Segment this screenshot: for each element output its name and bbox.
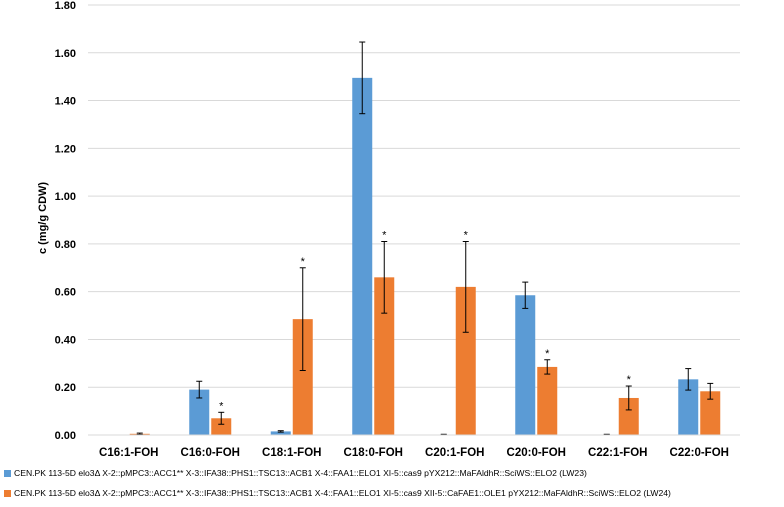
y-tick-label: 0.80 (55, 239, 76, 251)
legend-swatch-lw23 (4, 469, 11, 477)
y-tick-label: 1.60 (55, 48, 76, 60)
x-axis-tick-labels: C16:1-FOH C16:0-FOH C18:1-FOH C18:0-FOH C20:… (99, 447, 729, 459)
x-tick-label: C18:1-FOH (262, 447, 321, 459)
significance-star: * (464, 230, 469, 242)
bar-lw23 (352, 77, 373, 435)
significance-star: * (219, 400, 224, 412)
legend-label-lw23: CEN.PK 113-5D elo3Δ X-2::pMPC3::ACC1** X… (14, 467, 587, 478)
x-tick-label: C20:0-FOH (507, 447, 566, 459)
x-tick-label: C22:0-FOH (670, 447, 729, 459)
legend-label-lw24: CEN.PK 113-5D elo3Δ X-2::pMPC3::ACC1** X… (14, 487, 671, 498)
y-tick-label: 1.00 (55, 191, 76, 203)
bar-lw23 (678, 379, 699, 435)
significance-markers: * * * * * * (219, 230, 632, 413)
significance-star: * (382, 230, 387, 242)
bar-lw23 (515, 295, 536, 435)
x-tick-label: C18:0-FOH (344, 447, 403, 459)
y-tick-label: 0.40 (55, 334, 76, 346)
bar-lw24 (537, 366, 558, 435)
bar-lw24 (374, 277, 395, 435)
bar-lw24 (292, 319, 313, 435)
legend-item-lw23: CEN.PK 113-5D elo3Δ X-2::pMPC3::ACC1** X… (4, 463, 784, 483)
legend-item-lw24: CEN.PK 113-5D elo3Δ X-2::pMPC3::ACC1** X… (4, 483, 784, 503)
y-tick-label: 1.40 (55, 96, 76, 108)
y-axis-label: c (mg/g CDW) (37, 182, 49, 254)
x-tick-label: C22:1-FOH (588, 447, 647, 459)
bar-lw23 (189, 389, 210, 435)
bar-chart: 0.00 0.20 0.40 0.60 0.80 1.00 1.20 1.40 1.60 1.80… (37, 0, 740, 459)
x-tick-label: C16:0-FOH (181, 447, 240, 459)
y-tick-label: 0.00 (55, 430, 76, 442)
bar-lw24 (455, 286, 476, 435)
y-axis-tick-labels: 0.00 0.20 0.40 0.60 0.80 1.00 1.20 1.40 1.60 1.80 (55, 0, 76, 442)
bars (129, 77, 721, 435)
significance-star: * (545, 348, 550, 360)
y-tick-label: 1.80 (55, 0, 76, 12)
gridlines (88, 4, 740, 388)
bar-lw23 (270, 431, 291, 435)
y-tick-label: 0.60 (55, 287, 76, 299)
bar-lw24 (211, 418, 232, 435)
y-tick-label: 0.20 (55, 382, 76, 394)
x-tick-label: C16:1-FOH (99, 447, 158, 459)
bar-lw24 (618, 397, 639, 435)
significance-star: * (301, 256, 306, 268)
legend: CEN.PK 113-5D elo3Δ X-2::pMPC3::ACC1** X… (4, 463, 784, 503)
significance-star: * (627, 374, 632, 386)
y-tick-label: 1.20 (55, 143, 76, 155)
bar-lw24 (700, 391, 721, 435)
legend-swatch-lw24 (4, 489, 11, 497)
x-tick-label: C20:1-FOH (425, 447, 484, 459)
